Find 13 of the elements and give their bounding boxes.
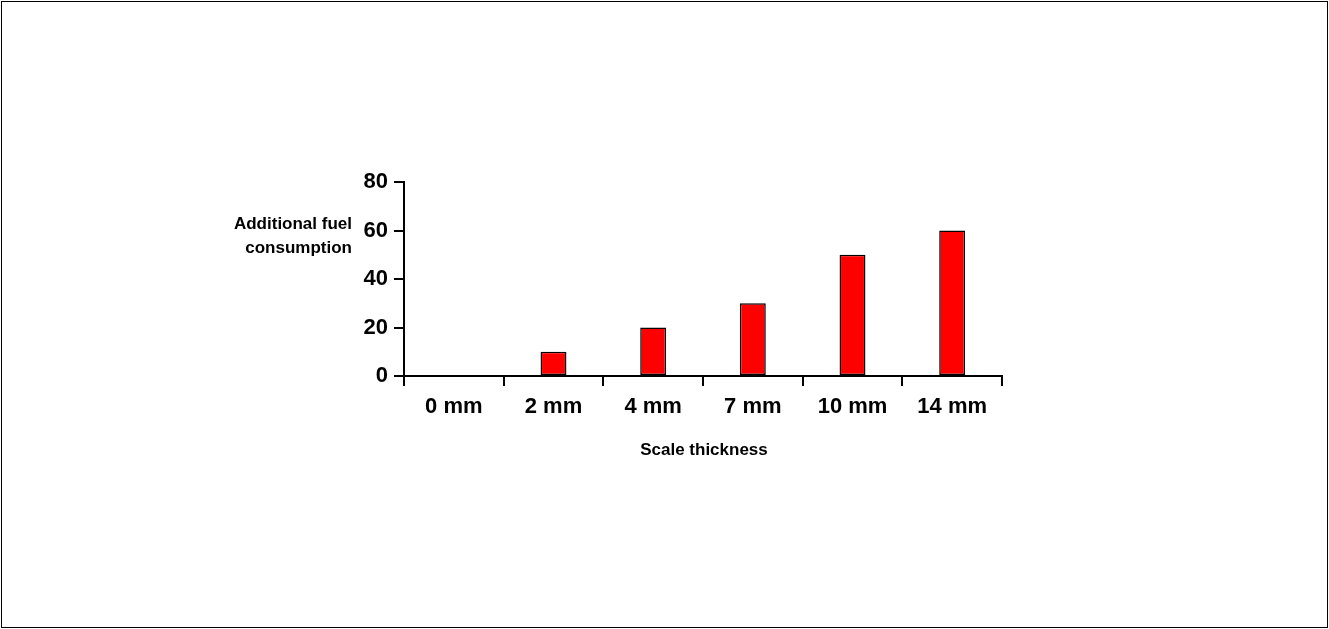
y-tick-label: 60 [363,216,388,242]
y-tick-label: 80 [363,168,388,194]
y-tick-label: 20 [363,313,388,339]
x-tick-label: 7 mm [724,393,782,419]
y-axis-title: Additional fuel consumption [232,213,352,259]
x-tick-label: 4 mm [624,393,682,419]
y-tick-label: 0 [375,362,388,388]
x-tick-label: 14 mm [917,393,988,419]
x-tick-label: 2 mm [524,393,583,419]
x-axis-title: Scale thickness [639,440,769,460]
x-tick-label: 0 mm [425,393,483,419]
x-tick-label: 10 mm [817,393,888,419]
y-tick-label: 40 [363,265,388,291]
